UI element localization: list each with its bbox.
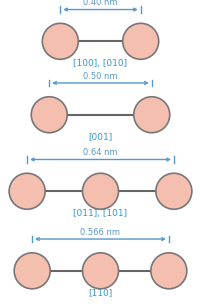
Text: [110]: [110] <box>88 288 112 297</box>
Ellipse shape <box>9 173 45 209</box>
Text: 0.40 nm: 0.40 nm <box>83 0 117 7</box>
Ellipse shape <box>122 23 158 59</box>
Text: 0.64 nm: 0.64 nm <box>83 148 117 157</box>
Text: [100], [010]: [100], [010] <box>73 59 127 68</box>
Ellipse shape <box>150 253 186 289</box>
Text: 0.50 nm: 0.50 nm <box>83 72 117 80</box>
Text: [011], [101]: [011], [101] <box>73 209 127 218</box>
Ellipse shape <box>14 253 50 289</box>
Ellipse shape <box>82 253 118 289</box>
Ellipse shape <box>31 97 67 133</box>
Ellipse shape <box>155 173 191 209</box>
Text: [001]: [001] <box>88 132 112 141</box>
Ellipse shape <box>82 173 118 209</box>
Ellipse shape <box>42 23 78 59</box>
Text: 0.566 nm: 0.566 nm <box>80 228 120 237</box>
Ellipse shape <box>133 97 169 133</box>
